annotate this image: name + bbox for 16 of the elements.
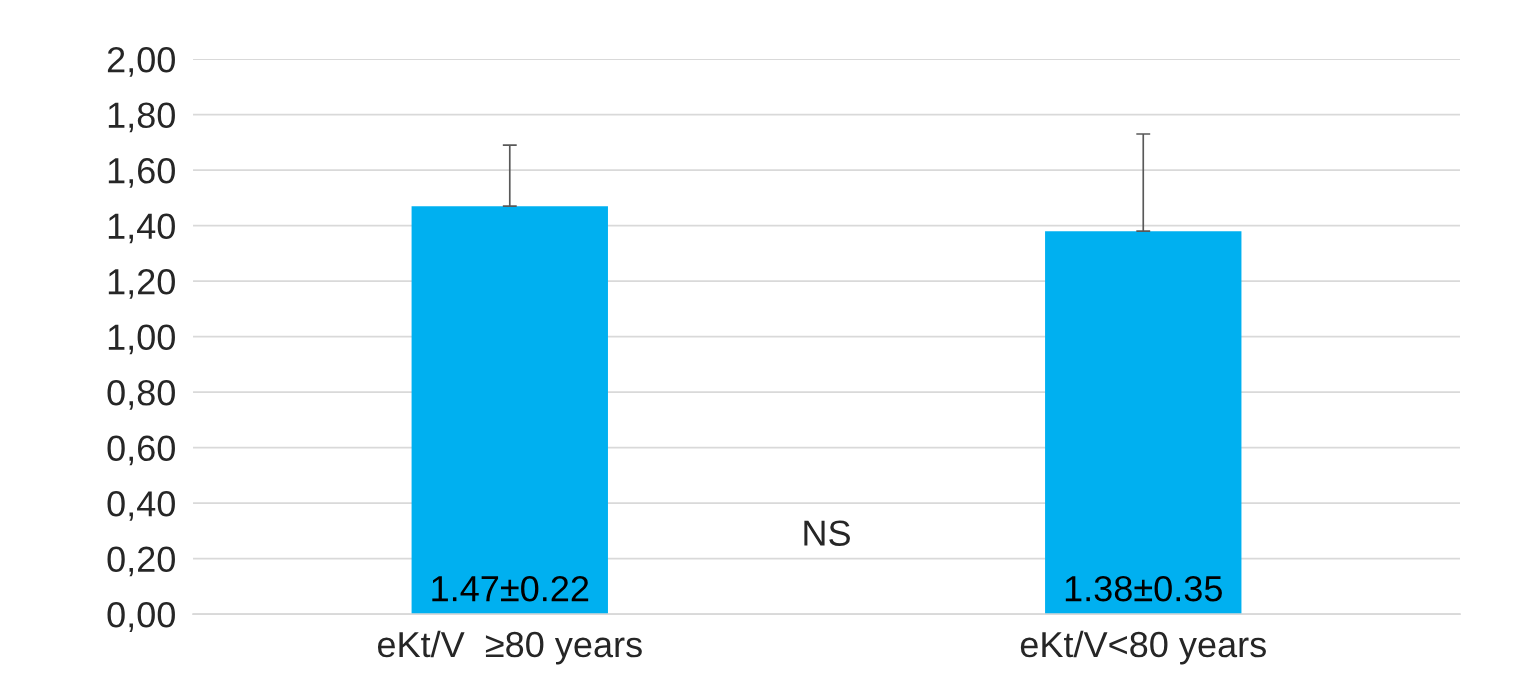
y-tick-label: 1,20 [108,268,175,299]
y-tick-label: 0,60 [107,435,175,466]
y-tick-label: 1,80 [108,102,175,133]
x-tick-label: eKt/V ≥80 years [377,630,642,665]
y-tick-label: 1,40 [108,213,175,244]
y-tick-label: 0,80 [107,380,175,410]
y-tick-label: 2,00 [107,46,175,77]
y-tick-label: 0,00 [107,602,175,632]
y-tick-label: 0,20 [107,546,175,577]
data-label: 1.47±0.22 [432,575,589,602]
y-tick-label: 1,00 [108,324,175,355]
x-tick-label: eKt/V<80 years [1020,630,1266,665]
y-tick-label: 0,40 [107,491,175,521]
y-tick-label: 1,60 [108,157,175,188]
annotation: NS [804,520,850,546]
data-label: 1.38±0.35 [1065,575,1222,602]
